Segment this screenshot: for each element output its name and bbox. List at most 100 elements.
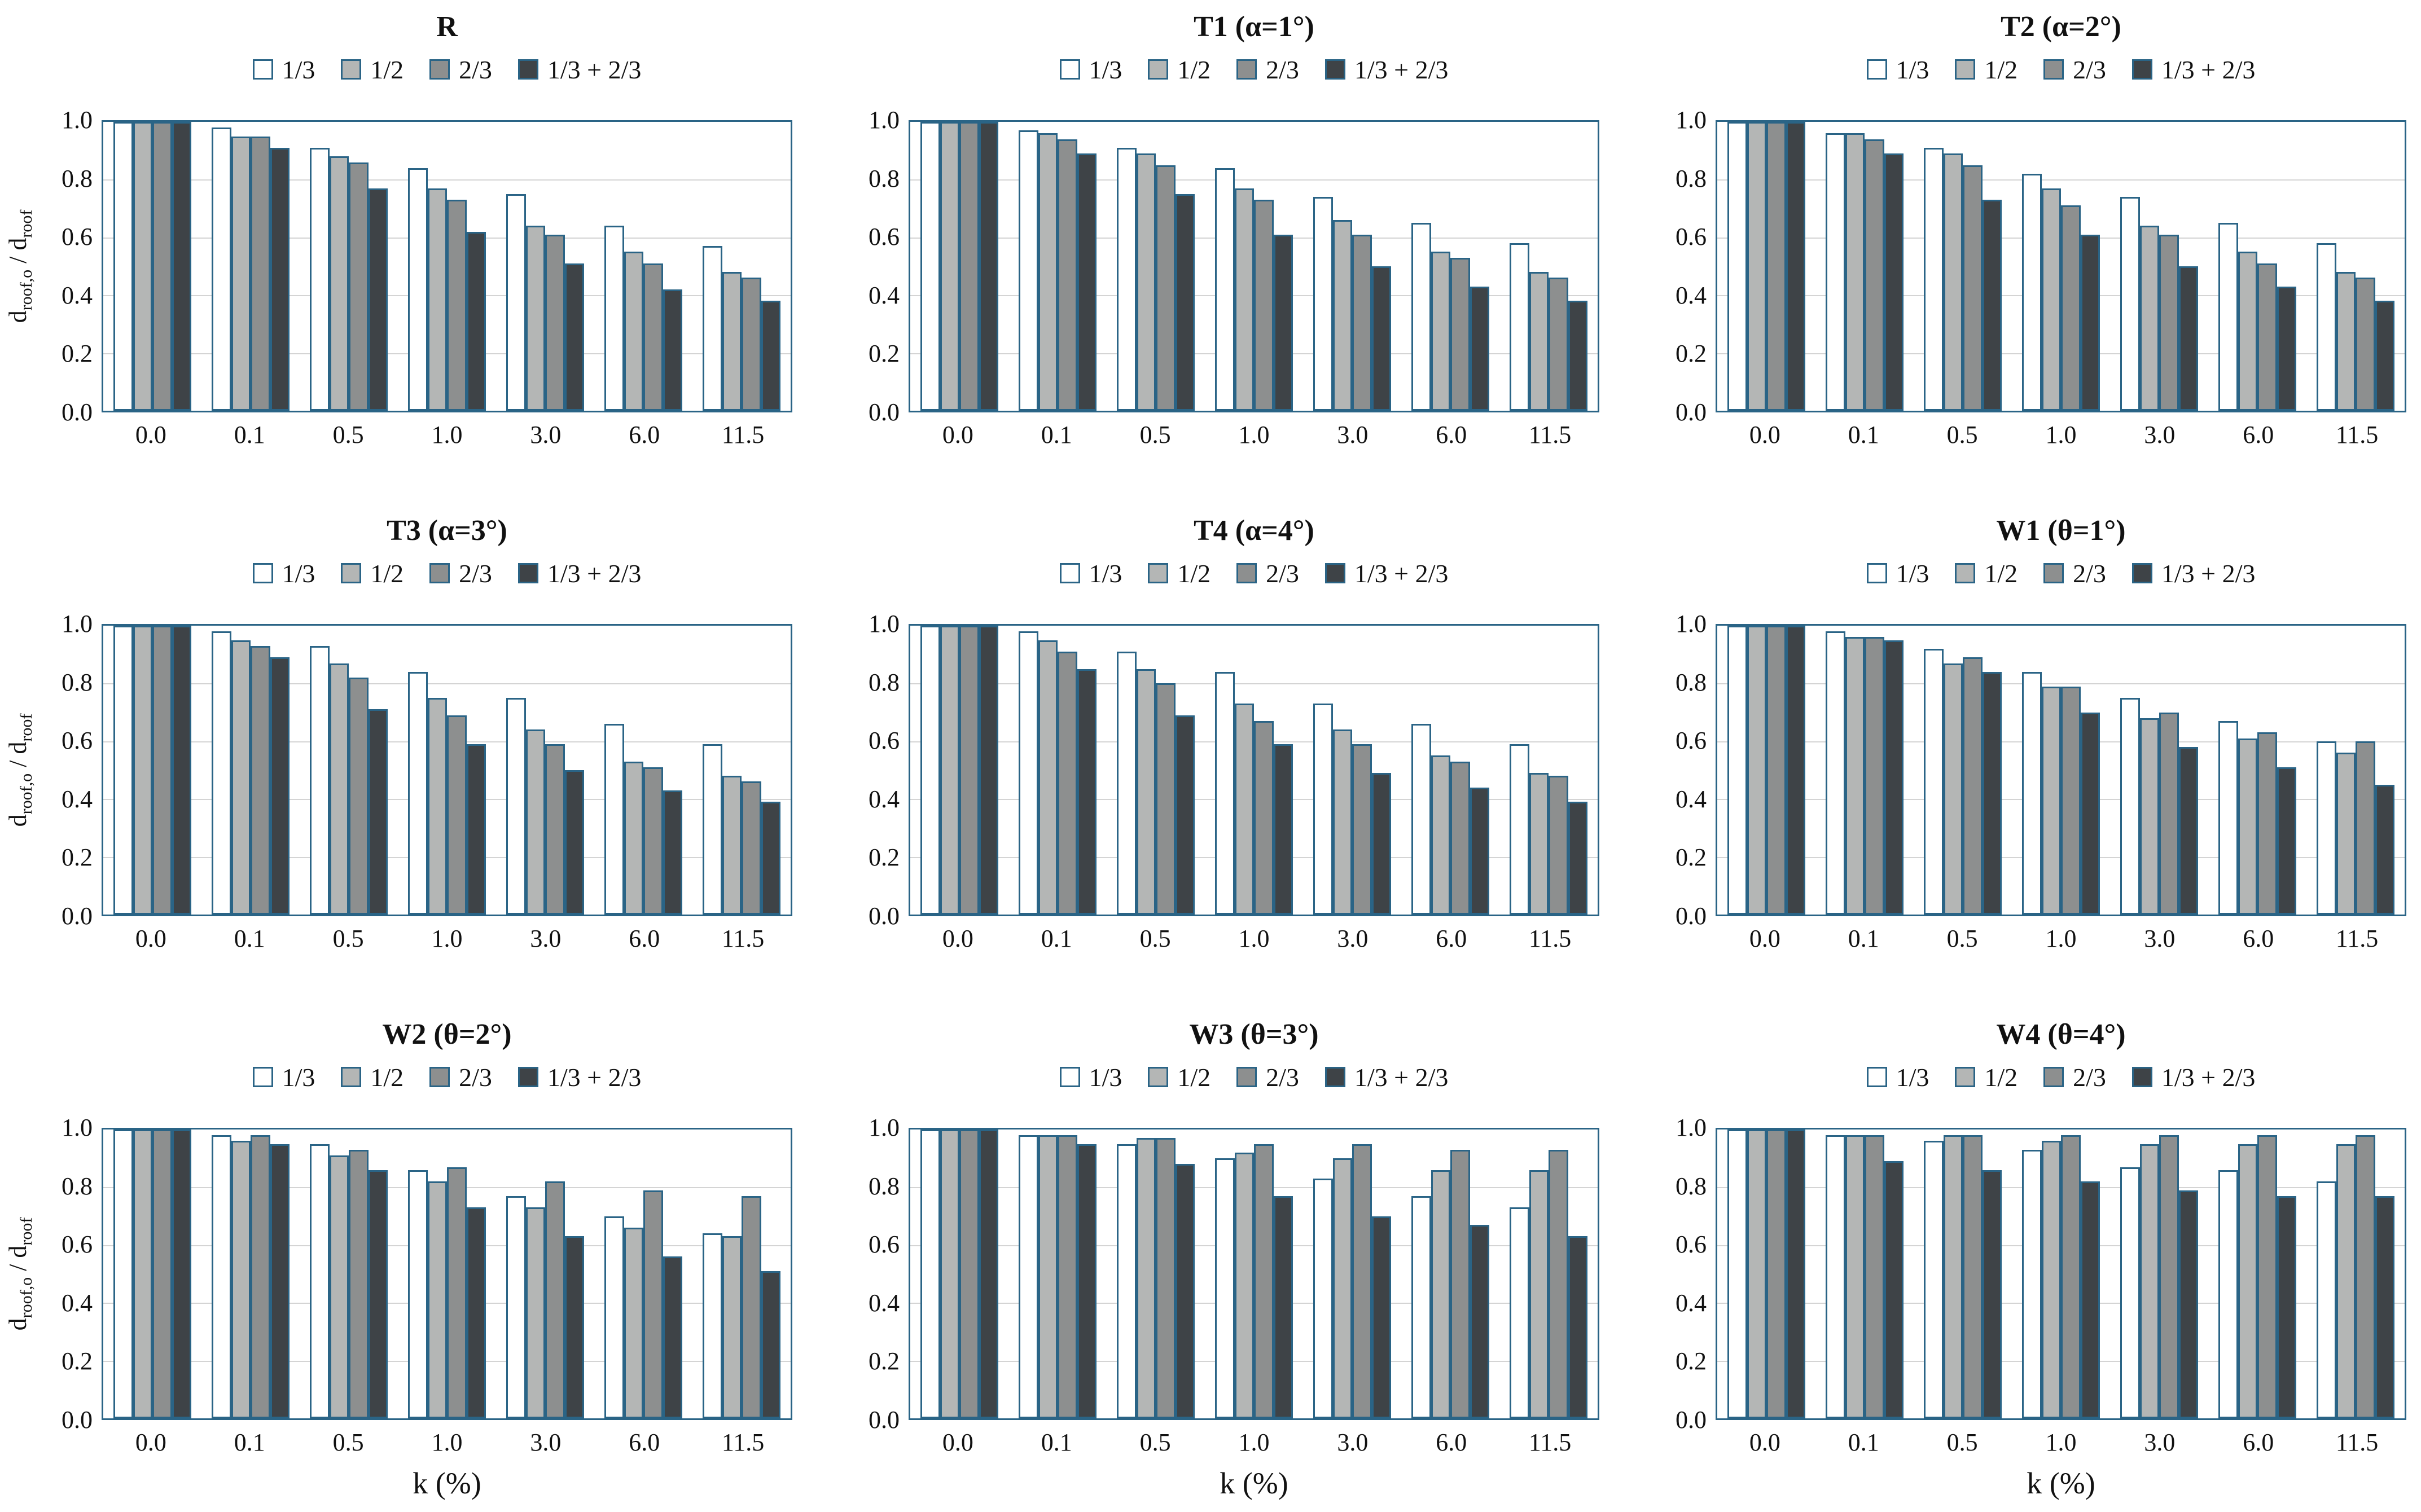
bar	[2178, 1190, 2198, 1418]
y-tick-label: 0.2	[62, 340, 93, 368]
bar-group-1.0	[2012, 122, 2110, 411]
x-tick-label: 0.0	[135, 1429, 166, 1456]
y-tick-label: 1.0	[62, 106, 93, 134]
legend-label: 1/3	[1896, 559, 1929, 588]
chart-W2: W2 (θ=2°) 1/3 1/2 2/3 1/3 + 2/3 droof,o / dro…	[0, 1008, 807, 1512]
bar	[1884, 640, 1904, 915]
bar-groups	[103, 1129, 791, 1418]
bar-group-0.0	[103, 626, 201, 915]
bar	[1411, 1195, 1431, 1418]
legend-swatch-icon	[1059, 59, 1080, 80]
bar	[1924, 648, 1944, 915]
chart-body: 1.0 0.8 0.6 0.4 0.2 0.0	[807, 1115, 1614, 1432]
y-tick-label: 0.8	[1676, 164, 1707, 192]
bar	[1175, 1164, 1195, 1418]
bar	[2257, 1135, 2277, 1418]
legend-swatch-icon	[1236, 563, 1257, 583]
y-tick-label: 0.6	[869, 727, 900, 755]
x-axis-label: k (%)	[413, 1466, 481, 1500]
bar	[349, 162, 369, 411]
legend-label: 1/3 + 2/3	[1354, 1062, 1449, 1092]
bar-group-11.5	[1499, 122, 1598, 411]
legend-swatch-icon	[517, 1067, 538, 1087]
x-tick-label: 0.5	[1946, 421, 1978, 449]
bar	[1431, 252, 1450, 411]
x-tick-label: 0.5	[1946, 1429, 1978, 1456]
plot-area	[1716, 1128, 2406, 1420]
bar	[1510, 744, 1529, 915]
legend-label: 1/3	[282, 1062, 315, 1092]
bar-group-0.5	[1107, 122, 1205, 411]
bar-group-0.5	[300, 626, 398, 915]
bar	[1982, 200, 2002, 411]
bar-groups	[910, 122, 1598, 411]
x-tick-label: 11.5	[721, 421, 765, 449]
bar	[212, 128, 231, 411]
legend-item: 1/3 + 2/3	[2131, 55, 2255, 85]
chart-title: W4 (θ=4°)	[1996, 1018, 2126, 1051]
x-tick-label: 6.0	[2243, 1429, 2274, 1456]
bar	[2159, 234, 2179, 411]
bar	[1747, 626, 1766, 915]
gridline	[103, 179, 791, 181]
bar-group-0.5	[300, 1129, 398, 1418]
bar	[2356, 1135, 2375, 1418]
legend-label: 1/3 + 2/3	[2161, 1062, 2256, 1092]
bar	[1234, 188, 1254, 411]
bar	[1058, 139, 1077, 411]
legend-swatch-icon	[252, 563, 273, 583]
legend-swatch-icon	[1955, 59, 1976, 80]
bar	[1568, 1236, 1587, 1418]
y-axis-label-sub: roof,o	[16, 1277, 36, 1318]
bar	[368, 188, 388, 411]
plot-area	[909, 624, 1599, 916]
bar	[2238, 252, 2257, 411]
bar	[1963, 1135, 1983, 1418]
bar-group-1.0	[1205, 122, 1303, 411]
bar	[1865, 637, 1884, 915]
bar	[1982, 671, 2002, 915]
bar	[1727, 1129, 1747, 1418]
chart-title: W3 (θ=3°)	[1189, 1018, 1319, 1051]
bar-group-0.5	[1914, 626, 2012, 915]
bar	[1019, 130, 1038, 411]
legend-label: 1/3	[1089, 559, 1122, 588]
bar	[1747, 1129, 1766, 1418]
legend: 1/3 1/2 2/3 1/3 + 2/3	[1716, 51, 2406, 88]
bar	[2317, 741, 2336, 915]
y-axis-label-base: d	[4, 814, 32, 827]
x-tick-label: 6.0	[629, 925, 660, 952]
y-tick-label: 0.0	[62, 398, 93, 426]
bar-group-0.0	[1717, 122, 1815, 411]
bar	[2041, 1141, 2061, 1418]
bar	[408, 671, 428, 915]
bar-groups	[1717, 626, 2405, 915]
bar	[447, 715, 467, 915]
bar	[1254, 1144, 1274, 1418]
x-tick-label: 0.0	[942, 421, 973, 449]
bar-group-6.0	[594, 1129, 692, 1418]
legend-item: 1/3	[1866, 55, 1929, 85]
bar	[979, 122, 998, 411]
bar-group-3.0	[496, 626, 594, 915]
y-tick-label: 0.2	[869, 340, 900, 368]
legend-swatch-icon	[429, 1067, 450, 1087]
bar	[152, 626, 172, 915]
bar	[2375, 784, 2394, 915]
bar	[368, 709, 388, 915]
bar	[624, 761, 643, 915]
bar	[1352, 1144, 1372, 1418]
bar	[1215, 1158, 1235, 1418]
x-tick-label: 0.5	[1139, 925, 1171, 952]
x-tick-label: 3.0	[530, 1429, 562, 1456]
y-axis-label-sub: roof,o	[16, 269, 36, 311]
bar	[329, 1155, 349, 1418]
legend-item: 2/3	[1236, 1062, 1299, 1092]
bar-group-11.5	[2306, 626, 2405, 915]
bar	[1470, 286, 1489, 411]
bar	[1038, 640, 1058, 915]
legend-item: 1/3 + 2/3	[1324, 1062, 1449, 1092]
bar-group-0.5	[1107, 626, 1205, 915]
y-axis-label-zone	[1614, 1128, 1654, 1420]
bar	[2080, 234, 2100, 411]
